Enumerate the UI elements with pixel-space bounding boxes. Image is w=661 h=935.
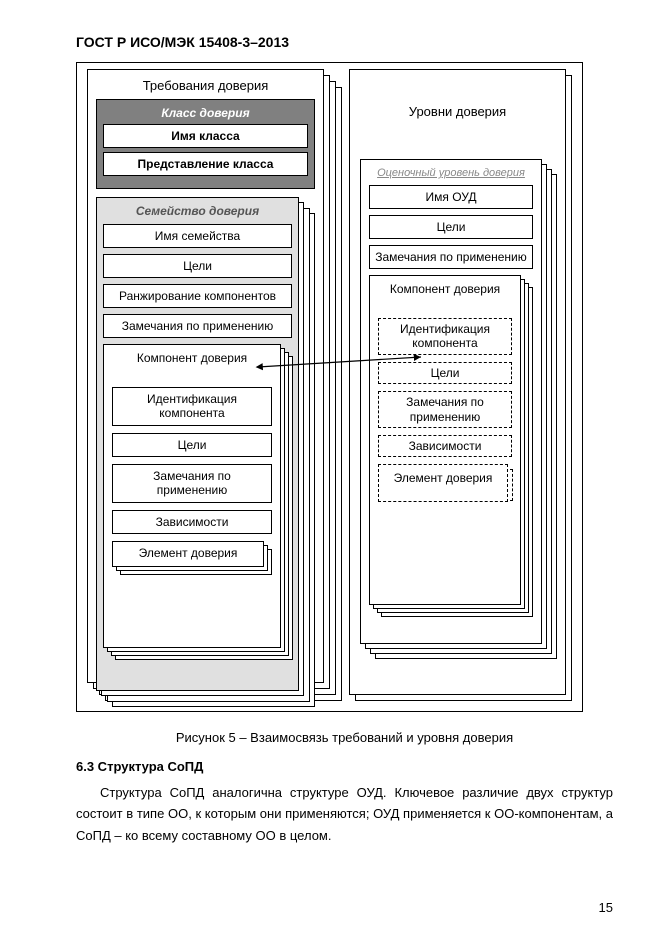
- al-label: Оценочный уровень доверия: [369, 167, 533, 179]
- comp-notes-bar: Замечания поприменению: [112, 464, 272, 503]
- component-front: Компонент доверия Идентификациякомпонент…: [103, 344, 281, 648]
- comp-identification-bar: Идентификациякомпонента: [112, 387, 272, 426]
- rcomp-identification-bar: Идентификациякомпонента: [378, 318, 512, 355]
- class-name-bar: Имя класса: [103, 124, 308, 148]
- body-paragraph: Структура СоПД аналогична структуре ОУД.…: [76, 782, 613, 846]
- assurance-level-stack: Оценочный уровень доверия Имя ОУД Цели З…: [360, 159, 555, 659]
- comp-notes-text: Замечания поприменению: [153, 469, 231, 497]
- family-ranking-bar: Ранжирование компонентов: [103, 284, 292, 308]
- comp-identification-text: Идентификациякомпонента: [147, 392, 237, 420]
- doc-header: ГОСТ Р ИСО/МЭК 15408-3–2013: [76, 34, 613, 50]
- right-element-bar: Элемент доверия: [378, 464, 508, 502]
- family-stack: Семейство доверия Имя семейства Цели Ран…: [96, 197, 315, 707]
- panel-title-left: Требования доверия: [96, 78, 315, 93]
- rcomp-deps-bar: Зависимости: [378, 435, 512, 457]
- element-stack: Элемент доверия: [112, 541, 272, 577]
- family-front: Семейство доверия Имя семейства Цели Ран…: [96, 197, 299, 691]
- element-bar: Элемент доверия: [112, 541, 264, 567]
- component-title-right: Компонент доверия: [378, 282, 512, 296]
- right-component-stack: Компонент доверия Идентификациякомпонент…: [369, 275, 533, 617]
- panel-levels: Уровни доверия Оценочный уровень доверия…: [349, 69, 572, 701]
- class-presentation-bar: Представление класса: [103, 152, 308, 176]
- rcomp-notes-text: Замечания поприменению: [406, 395, 484, 423]
- page-number: 15: [599, 900, 613, 915]
- class-label: Класс доверия: [103, 106, 308, 120]
- figure-caption: Рисунок 5 – Взаимосвязь требований и уро…: [76, 730, 613, 745]
- rcomp-identification-text: Идентификациякомпонента: [400, 322, 490, 350]
- panel-title-right: Уровни доверия: [360, 104, 555, 119]
- component-stack: Компонент доверия Идентификациякомпонент…: [103, 344, 292, 660]
- page: ГОСТ Р ИСО/МЭК 15408-3–2013 Требования д…: [0, 0, 661, 935]
- comp-deps-bar: Зависимости: [112, 510, 272, 534]
- al-front: Оценочный уровень доверия Имя ОУД Цели З…: [360, 159, 542, 644]
- figure-frame: Требования доверия Класс доверия Имя кла…: [76, 62, 583, 712]
- panel-front: Требования доверия Класс доверия Имя кла…: [87, 69, 324, 683]
- right-element-stack: Элемент доверия: [378, 464, 512, 504]
- section-heading: 6.3 Структура СоПД: [76, 759, 613, 774]
- family-notes-bar: Замечания по применению: [103, 314, 292, 338]
- al-notes-bar: Замечания по применению: [369, 245, 533, 269]
- al-name-bar: Имя ОУД: [369, 185, 533, 209]
- family-objectives-bar: Цели: [103, 254, 292, 278]
- family-name-bar: Имя семейства: [103, 224, 292, 248]
- panel-requirements: Требования доверия Класс доверия Имя кла…: [87, 69, 342, 701]
- family-label: Семейство доверия: [103, 204, 292, 218]
- comp-objectives-bar: Цели: [112, 433, 272, 457]
- component-title-left: Компонент доверия: [112, 351, 272, 365]
- right-front: Уровни доверия Оценочный уровень доверия…: [349, 69, 566, 695]
- right-component-front: Компонент доверия Идентификациякомпонент…: [369, 275, 521, 605]
- class-box: Класс доверия Имя класса Представление к…: [96, 99, 315, 189]
- rcomp-objectives-bar: Цели: [378, 362, 512, 384]
- al-objectives-bar: Цели: [369, 215, 533, 239]
- rcomp-notes-bar: Замечания поприменению: [378, 391, 512, 428]
